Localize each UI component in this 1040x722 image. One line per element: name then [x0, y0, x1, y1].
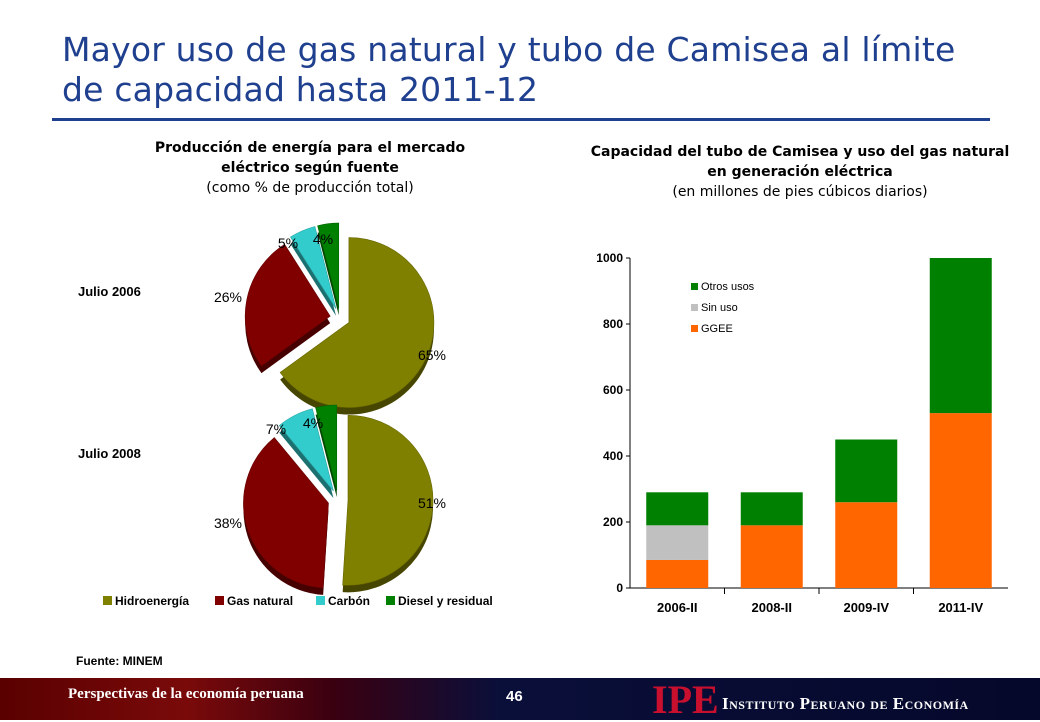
pie1-slice-0	[279, 237, 435, 408]
bar-legend-label: Otros usos	[701, 281, 755, 293]
bar-legend: Otros usos Sin uso GGEE	[691, 281, 755, 335]
pie-legend: Hidroenergía Gas natural Carbón Diesel y re…	[103, 594, 493, 608]
ipe-logo: IPE	[652, 677, 719, 722]
pie1-data-label: 65%	[418, 347, 446, 363]
source-note: Fuente: MINEM	[76, 654, 163, 668]
bar-panel-title: Capacidad del tubo de Camisea y uso del …	[590, 144, 1010, 180]
pie2-data-label: 7%	[266, 421, 286, 437]
footer-title: Perspectivas de la economía peruana	[68, 686, 304, 702]
bar-legend-label: GGEE	[701, 323, 733, 335]
pie2-data-label: 38%	[214, 515, 242, 531]
bar-otros-usos-3	[929, 258, 992, 414]
pie2-label: Julio 2008	[78, 446, 141, 461]
pie-panel-heading: Producción de energía para el mercado el…	[120, 138, 500, 198]
x-tick-label: 2011-IV	[938, 600, 983, 615]
y-tick-label: 1000	[596, 251, 623, 265]
bar-sin-uso-0	[646, 525, 709, 560]
bar-otros-usos-1	[740, 492, 803, 526]
pie1-slice-1	[244, 243, 331, 367]
page-number: 46	[506, 688, 523, 705]
x-tick-label: 2009-IV	[843, 600, 889, 615]
pie-legend-label: Gas natural	[227, 594, 293, 608]
pie2-slice-1	[243, 437, 329, 589]
bar-legend-swatch	[691, 325, 698, 332]
pie-legend-swatch	[386, 596, 395, 605]
pie1-label: Julio 2006	[78, 284, 141, 299]
stacked-bar-chart: 0 200 400 600 800 1000 2006-II 2008-II 2009-IV 20…	[596, 251, 1008, 615]
pie-legend-swatch	[103, 596, 112, 605]
y-tick-label: 200	[603, 515, 623, 529]
title-rule	[52, 118, 990, 121]
pie1-data-label: 5%	[278, 235, 298, 251]
pie2-data-label: 4%	[303, 415, 323, 431]
pie-legend-swatch	[316, 596, 325, 605]
bar-panel-subtitle: (en millones de pies cúbicos diarios)	[672, 184, 928, 200]
y-tick-label: 0	[616, 581, 623, 595]
pie-legend-label: Diesel y residual	[398, 594, 493, 608]
bar-ggee-1	[740, 525, 803, 588]
pie1-data-label: 4%	[313, 231, 333, 247]
pie-charts: 65% 26% 5% 4% 51% 38% 7% 4% Hidroenergía Gas natu…	[103, 222, 493, 608]
slide-title: Mayor uso de gas natural y tubo de Camis…	[62, 30, 956, 109]
bar-legend-swatch	[691, 283, 698, 290]
pie2-slice-0	[342, 415, 434, 586]
pie2-data-label: 51%	[418, 495, 446, 511]
y-tick-label: 400	[603, 449, 623, 463]
y-tick-label: 800	[603, 317, 623, 331]
bar-otros-usos-2	[835, 439, 898, 503]
bar-legend-swatch	[691, 304, 698, 311]
bar-legend-label: Sin uso	[701, 302, 738, 314]
bar-ggee-2	[835, 502, 898, 588]
pie2-slice-3	[315, 404, 338, 491]
institute-name: Instituto Peruano de Economía	[722, 694, 969, 713]
x-tick-label: 2006-II	[657, 600, 697, 615]
pie2-slice-2	[278, 408, 334, 492]
bar-panel-heading: Capacidad del tubo de Camisea y uso del …	[590, 142, 1010, 202]
pie1-slice-3	[317, 222, 340, 309]
pie-legend-label: Carbón	[328, 594, 370, 608]
y-tick-label: 600	[603, 383, 623, 397]
pie-panel-subtitle: (como % de producción total)	[206, 180, 414, 196]
bar-ggee-0	[646, 559, 709, 588]
bar-otros-usos-0	[646, 492, 709, 526]
pie1-slice-2	[290, 226, 337, 309]
x-tick-label: 2008-II	[752, 600, 792, 615]
pie1-data-label: 26%	[214, 289, 242, 305]
pie-legend-swatch	[215, 596, 224, 605]
pie-panel-title: Producción de energía para el mercado el…	[154, 140, 466, 176]
footer-bar	[0, 678, 1040, 720]
pie-legend-label: Hidroenergía	[115, 594, 189, 608]
bar-ggee-3	[929, 413, 992, 588]
